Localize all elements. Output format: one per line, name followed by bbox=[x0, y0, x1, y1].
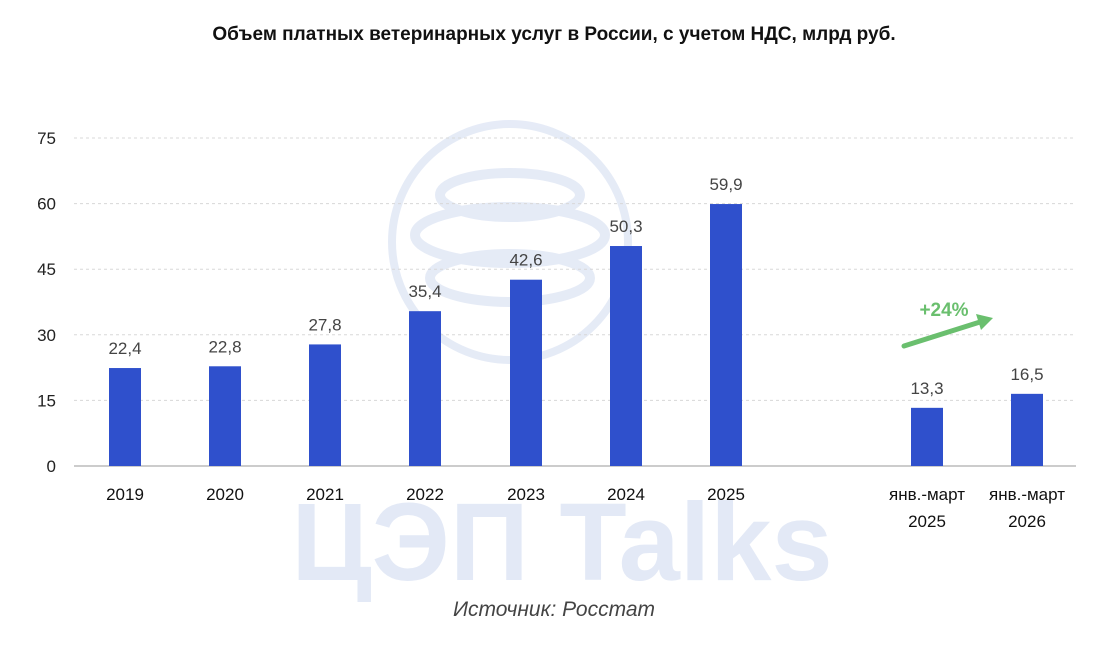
chart-title: Объем платных ветеринарных услуг в Росси… bbox=[212, 24, 896, 45]
category-label: 2026 bbox=[1008, 512, 1046, 531]
watermark-logo bbox=[388, 120, 632, 364]
y-tick-label: 15 bbox=[37, 391, 56, 410]
source-note: Источник: Росстат bbox=[452, 598, 656, 621]
watermark-text: ЦЭП Talks bbox=[291, 481, 832, 604]
y-tick-label: 45 bbox=[37, 260, 56, 279]
gridlines bbox=[74, 137, 1076, 401]
growth-annotation: +24% bbox=[919, 300, 968, 321]
category-label: 2023 bbox=[507, 485, 545, 504]
data-label: 50,3 bbox=[609, 217, 642, 236]
y-tick-label: 0 bbox=[47, 457, 56, 476]
data-label: 27,8 bbox=[308, 315, 341, 334]
category-label: 2025 bbox=[707, 485, 745, 504]
growth-arrowhead bbox=[976, 314, 993, 330]
category-label: 2022 bbox=[406, 485, 444, 504]
y-tick-label: 30 bbox=[37, 326, 56, 345]
growth-arrow bbox=[901, 319, 983, 349]
bar bbox=[610, 246, 642, 466]
bar bbox=[1011, 393, 1043, 466]
category-label: янв.-март bbox=[989, 485, 1065, 504]
y-axis-ticks: 0 15 30 45 60 75 bbox=[37, 129, 56, 476]
data-label: 42,6 bbox=[509, 251, 542, 270]
bar bbox=[710, 204, 742, 466]
data-label: 16,5 bbox=[1010, 365, 1043, 384]
data-label: 35,4 bbox=[408, 282, 441, 301]
data-labels: 22,4 22,8 27,8 35,4 42,6 50,3 59,9 13,3 16,5 bbox=[108, 175, 1043, 398]
category-label: 2020 bbox=[206, 485, 244, 504]
bar bbox=[309, 344, 341, 466]
y-tick-label: 60 bbox=[37, 195, 56, 214]
category-label: 2025 bbox=[908, 512, 946, 531]
bar bbox=[409, 311, 441, 466]
y-tick-label: 75 bbox=[37, 129, 56, 148]
data-label: 22,8 bbox=[208, 337, 241, 356]
category-label: 2019 bbox=[106, 485, 144, 504]
bar bbox=[510, 279, 542, 466]
category-labels: 2019 2020 2021 2022 2023 2024 2025 янв.-март 202… bbox=[106, 485, 1065, 531]
category-label: 2024 bbox=[607, 485, 645, 504]
data-label: 59,9 bbox=[709, 175, 742, 194]
category-label: янв.-март bbox=[889, 485, 965, 504]
bar bbox=[109, 368, 141, 466]
bar bbox=[209, 366, 241, 466]
bars bbox=[109, 204, 1043, 466]
data-label: 13,3 bbox=[910, 379, 943, 398]
bar bbox=[911, 407, 943, 466]
data-label: 22,4 bbox=[108, 339, 141, 358]
category-label: 2021 bbox=[306, 485, 344, 504]
